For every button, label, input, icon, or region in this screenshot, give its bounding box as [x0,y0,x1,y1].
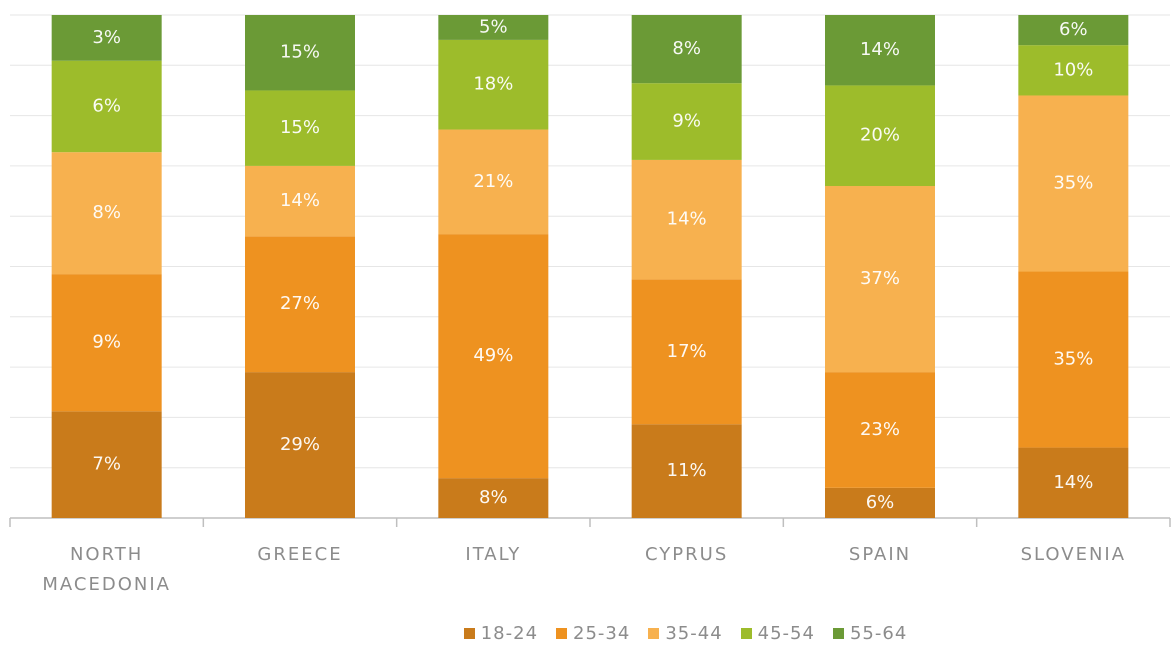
bar-segment [51,411,162,518]
data-label: 6% [1059,19,1088,40]
legend-swatch [832,628,844,639]
legend: 18-24 25-34 35-44 45-54 55-64 [0,623,1171,644]
data-label: 3% [92,27,121,48]
legend-item: 25-34 [556,623,630,644]
data-label: 14% [667,209,707,230]
legend-swatch [463,628,475,639]
bar-segment [245,90,355,166]
legend-swatch [648,628,660,639]
x-tick-label: SPAIN [848,544,912,565]
data-label: 20% [860,125,900,146]
bar-segment [631,159,742,280]
legend-swatch [740,628,752,639]
data-label: 14% [280,190,320,211]
data-label: 15% [280,42,320,63]
data-label: 15% [280,117,320,138]
data-label: 11% [667,460,707,481]
data-label: 35% [1053,349,1093,370]
bar-segment [1018,447,1129,518]
x-tick-label: SLOVENIA [1020,544,1127,565]
legend-label: 45-54 [757,623,815,644]
data-label: 6% [866,492,895,513]
data-label: 8% [672,38,701,59]
bar-segment [825,85,935,187]
x-tick-label: NORTH MACEDONIA [42,544,171,595]
data-label: 37% [860,268,900,289]
bar-segment [438,39,549,130]
bar-segment [825,186,935,373]
bar-segment [438,478,549,518]
bar-segment [631,279,742,425]
data-label: 5% [479,16,508,37]
bar-segment [438,234,549,479]
bar-segment [245,15,355,91]
data-label: 49% [473,345,513,366]
data-label: 29% [280,434,320,455]
bar-segment [631,83,742,160]
bar-segment [245,165,355,237]
data-label: 27% [280,293,320,314]
x-tick-label: ITALY [465,544,522,565]
legend-item: 18-24 [463,623,539,644]
data-label: 14% [860,39,900,60]
data-label: 8% [92,202,121,223]
data-label: 14% [1053,472,1093,493]
bar-segment [1018,45,1129,96]
data-label: 8% [479,487,508,508]
data-label: 10% [1053,59,1093,80]
legend-item: 45-54 [740,623,815,644]
bar-segment [1018,271,1129,448]
bar-segment [631,15,742,84]
legend-label: 55-64 [849,623,908,644]
data-label: 21% [473,171,513,192]
bar-segment [51,152,162,275]
bar-segment [245,372,355,518]
bar-segment [1018,15,1129,46]
bar-segment [631,424,742,518]
data-label: 9% [92,332,121,353]
legend-label: 35-44 [665,623,723,644]
data-label: 9% [672,111,701,132]
bar-segment [51,274,162,412]
bar-segment [245,236,355,373]
legend-label: 25-34 [573,623,631,644]
bar-segment [51,15,162,61]
legend-item: 55-64 [832,623,908,644]
legend-item: 35-44 [648,623,722,644]
x-tick-label: CYPRUS [645,544,729,565]
bar-segment [1018,95,1129,272]
data-label: 18% [473,74,513,95]
data-label: 7% [92,454,121,475]
data-label: 6% [92,95,121,116]
data-label: 35% [1053,173,1093,194]
bar-segment [438,129,549,235]
bar-segment [825,372,935,488]
bar-segment [825,487,935,518]
legend-label: 18-24 [480,623,539,644]
bar-segment [825,15,935,86]
x-tick-label: GREECE [257,544,343,565]
legend-swatch [556,628,568,639]
bar-segment [438,15,549,40]
data-label: 23% [860,419,900,440]
data-label: 17% [667,341,707,362]
bar-segment [51,60,162,153]
